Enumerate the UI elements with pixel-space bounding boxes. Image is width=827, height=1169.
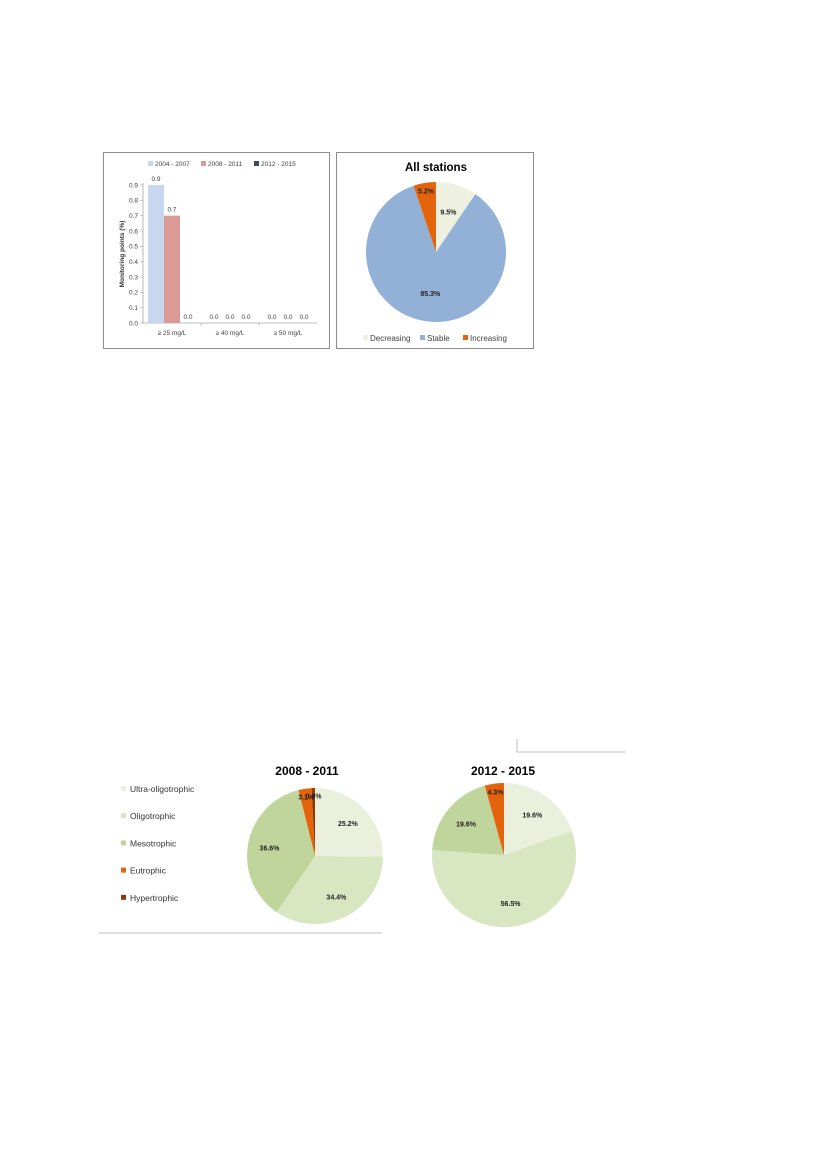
bar-data-label: 0.0 — [209, 314, 218, 321]
legend-label: Decreasing — [370, 334, 410, 343]
all-stations-pie-panel: All stations 9.5% 85.3% 5.2% Decreasing Stabl… — [336, 152, 534, 349]
legend-label: Mesotrophic — [130, 838, 177, 848]
pie-data-label: 5.2% — [418, 189, 435, 196]
bar-data-label: 0.0 — [225, 314, 234, 321]
bar-data-label: 0.0 — [299, 314, 308, 321]
pie-slice — [315, 788, 383, 857]
legend-label: Hypertrophic — [130, 893, 179, 903]
y-tick-label: 0.0 — [129, 320, 138, 327]
legend-swatch — [363, 335, 368, 340]
legend-swatch — [201, 161, 206, 166]
bar-data-label: 0.9 — [151, 176, 160, 183]
bar-chart-panel: 2004 - 2007 2008 - 2011 2012 - 2015 0.0 0.1 0… — [103, 152, 330, 349]
legend-swatch — [121, 786, 126, 791]
legend-label: Ultra-oligotrophic — [130, 784, 195, 794]
y-axis-label: Monitoring points (%) — [119, 221, 126, 288]
pie-slice — [436, 182, 476, 252]
pie-data-label: 56.5% — [501, 901, 522, 908]
legend-label: Increasing — [470, 334, 507, 343]
legend-label: 2008 - 2011 — [208, 161, 243, 168]
legend-label: Stable — [427, 334, 450, 343]
pie-data-label: 36.6% — [260, 845, 281, 852]
bar-data-label: 0.0 — [183, 314, 192, 321]
chart-title: All stations — [405, 162, 467, 174]
pie-data-label: 25.2% — [338, 821, 359, 828]
pie-slice — [298, 788, 315, 856]
pie-data-label: 19.6% — [456, 821, 477, 828]
legend-swatch — [121, 894, 126, 900]
x-tick-label: ≥ 25 mg/L — [158, 330, 187, 337]
legend-swatch — [121, 813, 126, 819]
pie-slice — [432, 785, 504, 855]
bar-data-label: 0.0 — [283, 314, 292, 321]
y-tick-label: 0.8 — [129, 198, 138, 205]
legend-label: 2004 - 2007 — [155, 161, 190, 168]
pie-slice — [432, 831, 576, 927]
y-tick-label: 0.1 — [129, 305, 138, 312]
legend-label: Oligotrophic — [130, 811, 176, 821]
pie-slice — [311, 788, 315, 856]
pie-slice — [276, 856, 383, 924]
legend-label: Eutrophic — [130, 866, 167, 876]
bar — [164, 215, 180, 323]
y-tick-label: 0.5 — [129, 244, 138, 251]
pie-data-label: 0.8% — [306, 794, 323, 801]
y-tick-label: 0.2 — [129, 290, 138, 297]
bar-data-label: 0.0 — [267, 314, 276, 321]
chart-title: 2008 - 2011 — [275, 764, 339, 778]
bar-chart: 2004 - 2007 2008 - 2011 2012 - 2015 0.0 0.1 0… — [119, 161, 317, 337]
x-tick-label: ≥ 40 mg/L — [216, 330, 245, 337]
bar — [148, 185, 164, 323]
legend-swatch — [254, 161, 259, 166]
y-tick-label: 0.7 — [129, 213, 138, 220]
pie-data-label: 9.5% — [440, 209, 457, 216]
legend-swatch — [420, 335, 425, 340]
legend-swatch — [121, 840, 126, 846]
pie-slice — [413, 182, 436, 252]
chart-title: 2012 - 2015 — [471, 764, 535, 778]
pie-data-label: 34.4% — [326, 894, 347, 901]
pie-data-label: 19.6% — [522, 812, 543, 819]
pie-slice — [247, 790, 315, 913]
pie-slice — [504, 783, 572, 855]
y-tick-label: 0.6 — [129, 228, 138, 235]
y-tick-label: 0.4 — [129, 259, 138, 266]
all-stations-pie-chart: All stations 9.5% 85.3% 5.2% Decreasing Stabl… — [363, 162, 507, 343]
legend-swatch — [121, 867, 126, 873]
bar-data-label: 0.0 — [241, 314, 250, 321]
pie-slice — [366, 185, 506, 322]
pie-slice — [484, 783, 504, 855]
legend-swatch — [463, 335, 468, 340]
legend-label: 2012 - 2015 — [261, 161, 296, 168]
pie-data-label: 85.3% — [420, 291, 441, 298]
y-tick-label: 0.3 — [129, 274, 138, 281]
bar-data-label: 0.7 — [167, 207, 176, 214]
pie-data-label: 4.3% — [487, 790, 504, 797]
pie-data-label: 3.1% — [298, 794, 315, 801]
x-tick-label: ≥ 50 mg/L — [274, 330, 303, 337]
legend-swatch — [148, 161, 153, 166]
y-tick-label: 0.9 — [129, 182, 138, 189]
